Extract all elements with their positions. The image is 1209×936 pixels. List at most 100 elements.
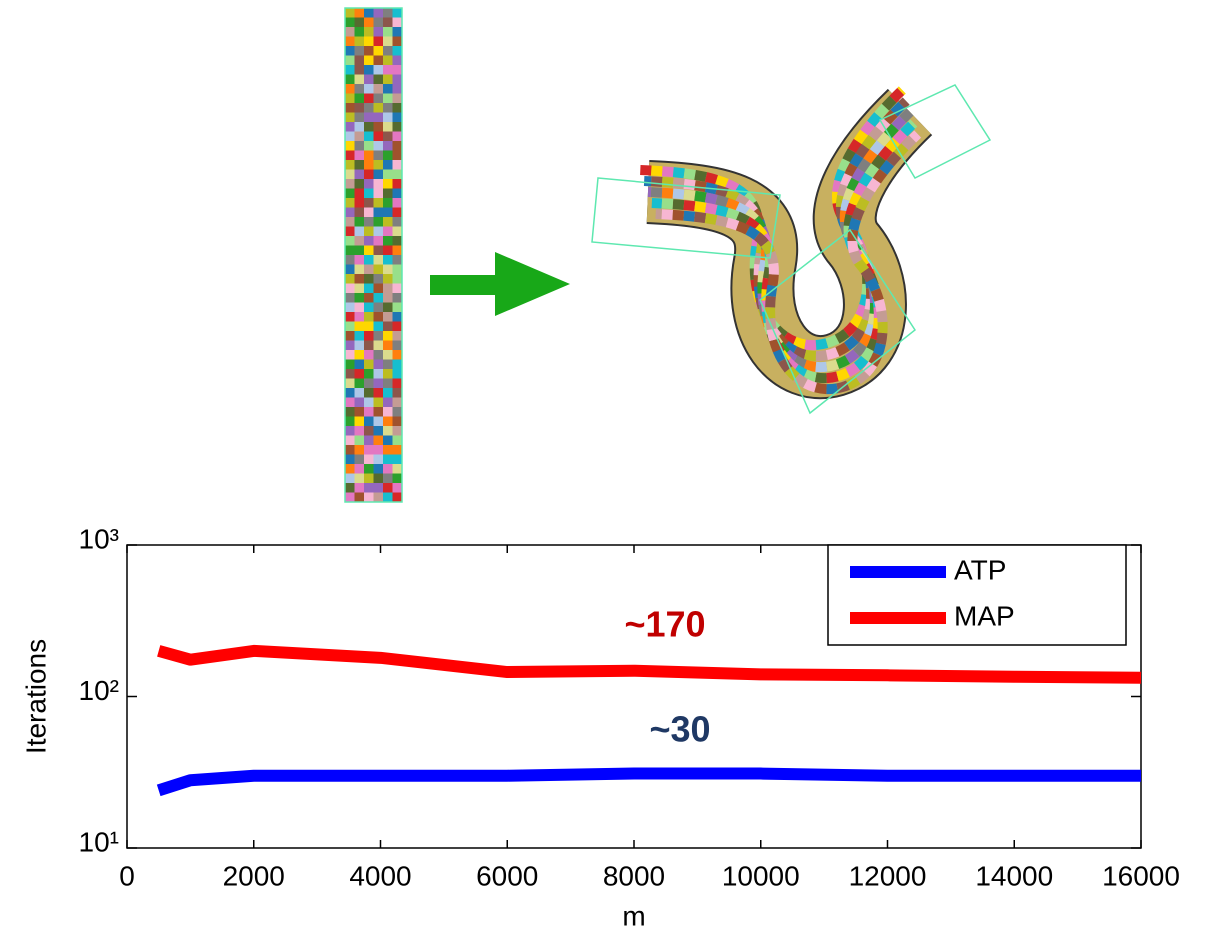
x-tick-label: 2000 — [223, 860, 285, 891]
mosaic-cell — [373, 350, 384, 360]
mosaic-cell — [354, 407, 365, 417]
mosaic-cell — [364, 350, 374, 360]
mosaic-cell — [354, 445, 365, 455]
mosaic-cell — [383, 435, 393, 446]
mosaic-cell — [364, 426, 374, 436]
mosaic-cell — [354, 179, 365, 189]
mosaic-cell — [392, 312, 403, 322]
mosaic-cell — [345, 454, 355, 465]
mosaic-dash — [651, 119, 918, 383]
mosaic-cell — [354, 388, 365, 398]
mosaic-cell — [392, 122, 403, 132]
mosaic-cell — [354, 283, 365, 294]
mosaic-cell — [345, 445, 355, 455]
mosaic-cell — [392, 274, 403, 284]
mosaic-cell — [345, 131, 355, 142]
mosaic-cell — [392, 378, 403, 389]
mosaic-cell — [373, 217, 384, 227]
mosaic-cell — [364, 8, 374, 18]
mosaic-cell — [364, 274, 374, 284]
mosaic-cell — [345, 8, 355, 18]
mosaic-cell — [354, 473, 365, 484]
mosaic-cell — [354, 207, 365, 218]
chart: m Iterations 0 2000 4000 6000 8000 10000 12000… — [20, 523, 1180, 931]
mosaic-cell — [364, 27, 374, 37]
mosaic-cell — [354, 350, 365, 360]
mosaic-cell — [345, 264, 355, 275]
mosaic-lane — [651, 119, 918, 383]
mosaic-cell — [392, 369, 403, 379]
mosaic-cell — [364, 179, 374, 189]
mosaic-cell — [392, 36, 403, 47]
mosaic-cell — [354, 369, 365, 379]
mosaic-cell — [392, 264, 403, 275]
mosaic-cell — [383, 378, 393, 389]
mosaic-cell — [364, 435, 374, 446]
mosaic-cell — [354, 331, 365, 341]
mosaic-lane — [643, 97, 910, 361]
mosaic-cell — [364, 198, 374, 208]
mosaic-cell — [383, 8, 393, 18]
mosaic-cell — [383, 122, 393, 132]
mosaic-cell — [364, 150, 374, 161]
mosaic-cell — [345, 378, 355, 389]
legend-label: ATP — [954, 554, 1006, 585]
frame — [878, 84, 992, 179]
mosaic-cell — [345, 112, 355, 123]
mosaic-cell — [354, 435, 365, 446]
mosaic-cell — [364, 55, 374, 66]
mosaic-cell — [392, 131, 403, 142]
mosaic-cell — [364, 483, 374, 493]
arrow — [430, 252, 570, 316]
mosaic-cell — [383, 359, 393, 370]
mosaic-lane — [651, 119, 918, 383]
mosaic-cell — [364, 359, 374, 370]
mosaic-cell — [354, 321, 365, 332]
mosaic-cell — [364, 103, 374, 113]
mosaic-cell — [383, 74, 393, 85]
mosaic-cell — [345, 65, 355, 75]
mosaic-cell — [364, 416, 374, 427]
mosaic-cell — [354, 141, 365, 151]
x-tick-label: 14000 — [975, 860, 1053, 891]
mosaic-cell — [354, 103, 365, 113]
mosaic-cell — [392, 179, 403, 189]
mosaic-cell — [345, 36, 355, 47]
mosaic-cell — [345, 198, 355, 208]
mosaic-cell — [364, 492, 374, 503]
mosaic-cell — [345, 464, 355, 474]
mosaic-cell — [364, 473, 374, 484]
mosaic-cell — [392, 198, 403, 208]
mosaic-cell — [392, 46, 403, 56]
mosaic-cell — [364, 112, 374, 123]
mosaic-cell — [364, 331, 374, 341]
mosaic-cell — [392, 293, 403, 303]
x-tick-label: 6000 — [476, 860, 538, 891]
mosaic-cell — [364, 36, 374, 47]
mosaic-cell — [373, 36, 384, 47]
mosaic-cell — [345, 407, 355, 417]
mosaic-cell — [383, 331, 393, 341]
mosaic-cell — [345, 150, 355, 161]
mosaic-cell — [354, 65, 365, 75]
mosaic-cell — [354, 84, 365, 94]
mosaic-dash — [640, 86, 906, 350]
mosaic-cell — [383, 340, 393, 351]
mosaic-cell — [364, 264, 374, 275]
mosaic-cell — [345, 483, 355, 493]
mosaic-cell — [383, 264, 393, 275]
mosaic-cell — [364, 454, 374, 465]
mosaic-cell — [383, 93, 393, 104]
mosaic-cell — [364, 293, 374, 303]
mosaic-cell — [354, 464, 365, 474]
mosaic-cell — [364, 65, 374, 75]
mosaic-cell — [364, 131, 374, 142]
mosaic-lane — [640, 86, 906, 350]
mosaic-cell — [373, 293, 384, 303]
mosaic-cell — [383, 492, 393, 503]
mosaic-cell — [392, 27, 403, 37]
mosaic-cell — [354, 27, 365, 37]
mosaic-cell — [354, 245, 365, 256]
mosaic-cell — [345, 331, 355, 341]
mosaic-cell — [354, 340, 365, 351]
